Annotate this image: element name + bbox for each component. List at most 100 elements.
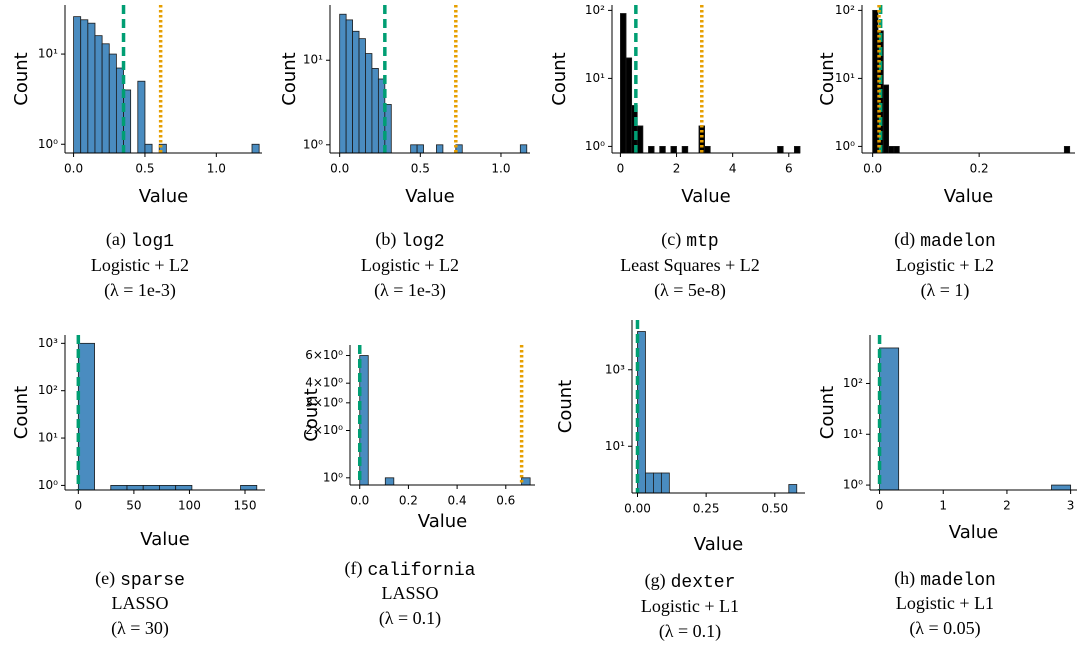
y-tick-label: 10²	[38, 383, 58, 397]
caption-prefix: (c)	[661, 229, 681, 250]
caption-prefix: (g)	[645, 570, 666, 591]
y-tick-label: 6×10⁰	[305, 348, 343, 362]
caption-reg: (λ = 0.1)	[659, 621, 721, 642]
y-tick-label: 10¹	[843, 427, 863, 441]
y-tick-label: 10⁰	[38, 137, 58, 151]
y-tick-label: 10³	[605, 362, 625, 376]
bar	[793, 146, 801, 154]
caption-title: (f) california	[344, 558, 475, 581]
y-tick-label: 10¹	[835, 71, 855, 85]
x-tick-label: 0	[876, 499, 884, 513]
bar	[888, 146, 895, 154]
x-tick-label: 0.0	[64, 162, 83, 176]
x-axis-label: Value	[694, 534, 743, 555]
bar	[645, 472, 654, 494]
x-axis-label: Value	[949, 522, 998, 543]
y-tick-label: 3×10⁰	[305, 395, 343, 409]
x-tick-label: 2	[673, 162, 681, 176]
bar	[660, 472, 670, 494]
y-axis-label: Count	[301, 388, 322, 441]
panel: 0 2 4 6 10⁰ 10¹ 10² Value Count (c) mtp Least Squar…	[549, 3, 801, 301]
bar	[371, 68, 379, 154]
bar	[519, 144, 528, 154]
x-tick-label: 0.25	[693, 502, 720, 516]
caption-model: LASSO	[111, 593, 168, 613]
y-tick-label: 10²	[585, 3, 605, 17]
y-tick-label: 10¹	[605, 439, 625, 453]
caption-title: (a) log1	[106, 229, 174, 252]
bar	[879, 347, 900, 491]
caption-title: (b) log2	[375, 229, 444, 252]
bar	[110, 485, 128, 491]
x-tick-label: 1.0	[491, 162, 510, 176]
bar	[625, 57, 633, 154]
x-axis-label: Value	[944, 186, 993, 207]
bar	[77, 342, 95, 491]
dataset-name: sparse	[120, 571, 185, 591]
dataset-name: mtp	[686, 232, 718, 252]
x-axis-label: Value	[139, 186, 188, 207]
x-tick-label: 4	[729, 162, 737, 176]
y-axis-label: Count	[11, 386, 32, 439]
caption-model: Logistic + L1	[896, 593, 994, 613]
y-tick-label: 10⁰	[585, 139, 605, 153]
bar	[345, 19, 353, 154]
bar	[87, 22, 96, 154]
caption-title: (h) madelon	[894, 568, 996, 591]
bar	[137, 80, 146, 154]
caption-prefix: (a)	[106, 229, 126, 250]
caption-prefix: (e)	[95, 568, 115, 589]
bar	[620, 13, 627, 154]
caption-model: Logistic + L1	[641, 596, 739, 616]
caption-reg: (λ = 0.1)	[379, 608, 441, 629]
x-tick-label: 0.4	[448, 494, 467, 508]
x-tick-label: 3	[1067, 499, 1075, 513]
caption-title: (d) madelon	[894, 229, 996, 252]
x-axis-label: Value	[140, 529, 189, 550]
bar	[636, 125, 644, 154]
bar	[882, 84, 890, 154]
bar	[142, 485, 160, 491]
x-tick-label: 0.50	[761, 502, 788, 516]
bar	[681, 146, 689, 154]
y-tick-label: 10³	[38, 336, 58, 350]
x-tick-label: 0.0	[863, 162, 882, 176]
y-tick-label: 4×10⁰	[305, 376, 343, 390]
caption-reg: (λ = 1)	[921, 280, 970, 301]
panel: 0.0 0.5 1.0 10⁰ 10¹ Value Count (a) log1 Logistic…	[11, 5, 262, 301]
bar	[698, 125, 705, 154]
bar	[352, 30, 360, 154]
x-tick-label: 0.5	[135, 162, 154, 176]
caption-prefix: (f)	[344, 558, 362, 579]
y-axis-label: Count	[279, 52, 300, 105]
caption-prefix: (h)	[894, 568, 915, 589]
x-axis-label: Value	[405, 186, 454, 207]
bar	[410, 144, 418, 154]
x-tick-label: 50	[126, 499, 141, 513]
bar	[872, 9, 879, 154]
caption-title: (c) mtp	[661, 229, 718, 252]
bar	[339, 13, 347, 154]
caption-model: Logistic + L2	[91, 255, 189, 275]
bar	[108, 53, 117, 154]
bar	[436, 144, 444, 154]
panel: 0.0 0.5 1.0 10⁰ 10¹ Value Count (b) log2 Logistic…	[279, 5, 530, 301]
bar	[777, 146, 784, 154]
y-tick-label: 10¹	[303, 53, 323, 67]
bar	[1063, 146, 1071, 154]
y-axis-label: Count	[817, 386, 838, 439]
caption-reg: (λ = 1e-3)	[374, 280, 446, 301]
x-tick-label: 0.2	[399, 494, 418, 508]
y-axis-label: Count	[817, 52, 838, 105]
bar	[159, 485, 177, 491]
bar	[365, 53, 373, 154]
caption-model: Logistic + L2	[361, 255, 459, 275]
panel: 0.0 0.2 10⁰ 10¹ 10² Value Count (d) madelon Logis…	[817, 3, 1075, 301]
bar	[94, 35, 103, 154]
x-axis-label: Value	[418, 511, 467, 532]
bar	[670, 146, 677, 154]
y-tick-label: 10²	[843, 376, 863, 390]
caption-model: LASSO	[381, 583, 438, 603]
x-tick-label: 150	[234, 499, 257, 513]
